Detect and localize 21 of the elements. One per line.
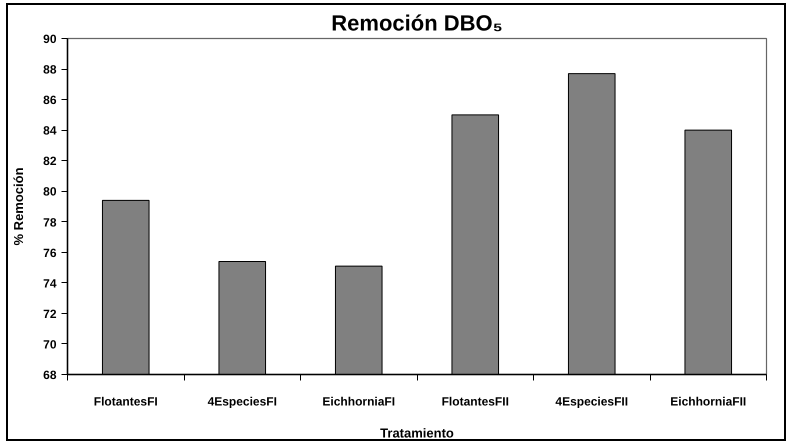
y-tick-label: 84 — [43, 124, 57, 138]
y-tick-label: 82 — [43, 154, 57, 168]
x-axis-title: Tratamiento — [380, 426, 454, 440]
y-tick-label: 72 — [43, 306, 57, 321]
y-tick-label: 74 — [43, 276, 57, 290]
y-tick-label: 88 — [43, 62, 57, 77]
x-tick-label: 4EspeciesFI — [208, 394, 277, 408]
y-tick-label: 80 — [43, 184, 57, 199]
y-tick-label: 70 — [43, 337, 57, 352]
x-tick-label: FlotantesFII — [442, 394, 509, 408]
y-tick-label: 86 — [43, 93, 57, 108]
x-tick-label: 4EspeciesFII — [555, 394, 628, 408]
x-tick-label: FlotantesFI — [94, 394, 158, 408]
x-tick-label: EichhorniaFII — [670, 394, 746, 408]
y-tick-label: 68 — [43, 368, 57, 382]
chart-title: Remoción DBO₅ — [331, 10, 503, 36]
y-tick-label: 76 — [43, 246, 57, 260]
y-tick-label: 90 — [43, 32, 57, 46]
x-tick-label: EichhorniaFI — [322, 394, 396, 408]
y-tick-label: 78 — [43, 215, 57, 230]
y-axis-title: % Remoción — [11, 167, 26, 246]
